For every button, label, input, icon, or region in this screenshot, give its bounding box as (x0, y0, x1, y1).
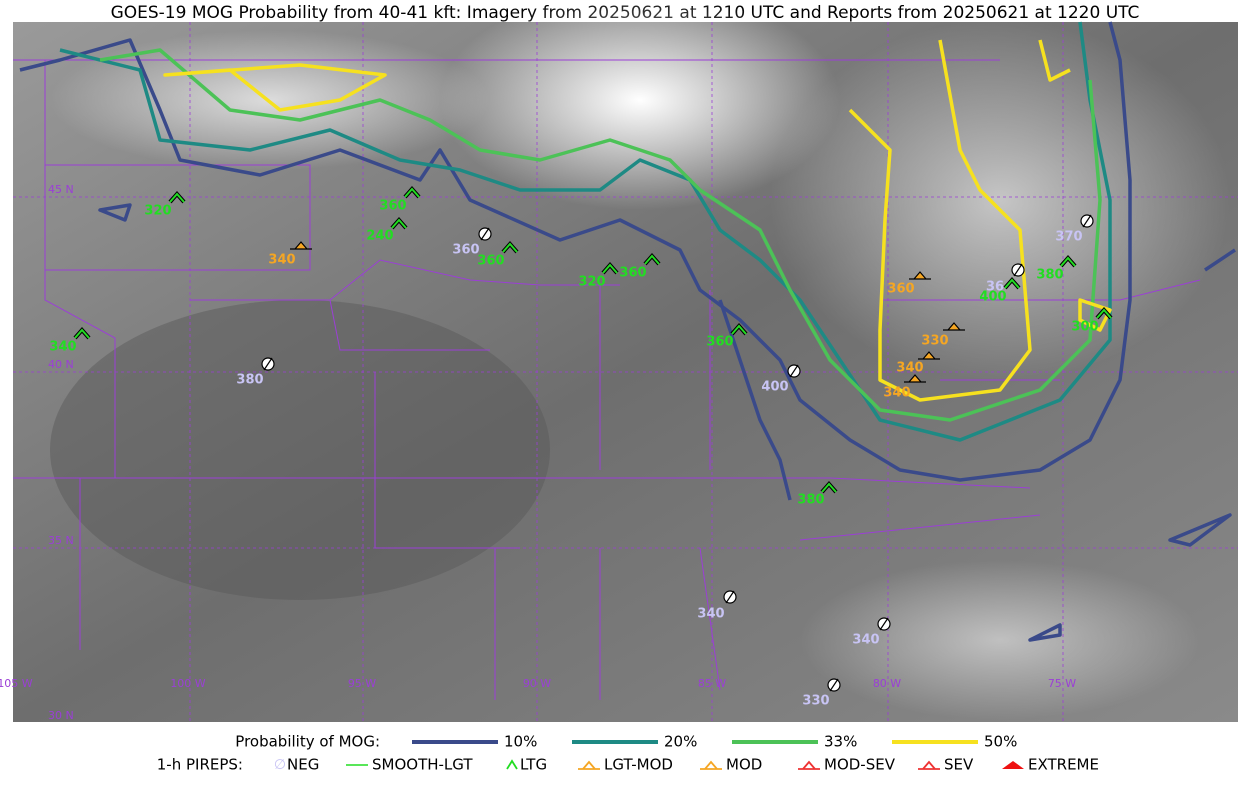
pirep-level: 340 (268, 253, 295, 268)
pirep-level: 380 (797, 493, 824, 508)
lat-label: 45 N (48, 183, 74, 196)
pirep-level: 380 (1036, 268, 1063, 283)
pirep-level: 360 (887, 282, 914, 297)
legend-label: SMOOTH-LGT (372, 756, 473, 774)
lon-label: 90 W (523, 677, 551, 690)
pirep-level: 340 (852, 633, 879, 648)
geo-labels: 45 N 40 N 35 N 30 N 105 W 100 W 95 W 90 W 85 W 80… (0, 183, 1076, 722)
lon-label: 85 W (698, 677, 726, 690)
pirep-symbol (391, 218, 407, 229)
pirep-level: 370 (1055, 230, 1082, 245)
cloud (440, 0, 840, 210)
pireps: 3203403602403603603203603403803604003603… (49, 185, 1113, 709)
lat-label: 35 N (48, 534, 74, 547)
lon-label: 105 W (0, 677, 33, 690)
pirep-symbol (909, 271, 931, 280)
lat-label: 30 N (48, 709, 74, 722)
legend-label: EXTREME (1028, 756, 1099, 774)
pirep-symbol (879, 617, 889, 631)
pirep-level: 330 (802, 694, 829, 709)
pirep-level: 400 (761, 380, 788, 395)
pirep-symbol (602, 263, 618, 274)
legend-label: LTG (520, 756, 547, 774)
legend-swatch (918, 760, 940, 770)
lon-label: 95 W (348, 677, 376, 690)
contour-10 (98, 203, 1236, 642)
pirep-symbol (918, 351, 940, 360)
pirep-symbol (731, 324, 747, 335)
pirep-symbol (1096, 308, 1112, 319)
pirep-symbol (502, 242, 518, 253)
contours (19, 21, 1236, 642)
pirep-level: 360 (452, 243, 479, 258)
map: 45 N 40 N 35 N 30 N 105 W 100 W 95 W 90 W 85 W 80… (0, 0, 1238, 722)
lon-label: 75 W (1048, 677, 1076, 690)
pirep-symbol (480, 227, 490, 241)
dry-area (50, 300, 550, 600)
pirep-level: 240 (366, 229, 393, 244)
contour-10 (19, 21, 1132, 482)
pirep-level: 360 (619, 266, 646, 281)
pirep-level: 340 (883, 386, 910, 401)
pirep-level: 360 (477, 254, 504, 269)
pirep-level: 330 (921, 334, 948, 349)
pirep-level: 340 (49, 340, 76, 355)
legend-swatch (700, 760, 722, 770)
pirep-level: 340 (697, 607, 724, 622)
legend-label: MOD (726, 756, 762, 774)
pirep-symbol (904, 374, 926, 383)
legend-label: 33% (824, 733, 857, 751)
legend-label: NEG (287, 756, 319, 774)
pirep-symbol (725, 590, 735, 604)
contour-33 (99, 48, 1102, 422)
contour-20 (59, 21, 1112, 442)
lat-label: 40 N (48, 358, 74, 371)
cloud (770, 20, 1230, 380)
legend-label: LGT-MOD (604, 756, 673, 774)
legend: Probability of MOG: 10% 20% 33% 50% 1-h PIREP… (157, 733, 1099, 774)
pirep-symbol (821, 482, 837, 493)
pirep-level: 36 (986, 280, 1004, 295)
legend-label: 50% (984, 733, 1017, 751)
legend-label: SEV (944, 756, 974, 774)
legend-swatch (1002, 761, 1024, 769)
pirep-symbol (404, 187, 420, 198)
pirep-symbol (1013, 263, 1023, 277)
pirep-symbol (644, 254, 660, 265)
legend-swatch (506, 759, 518, 770)
cloud (800, 560, 1200, 720)
pirep-level: 340 (896, 361, 923, 376)
pirep-symbol (1004, 278, 1020, 289)
pirep-symbol (829, 678, 839, 692)
pirep-level: 360 (379, 199, 406, 214)
pirep-symbol (169, 192, 185, 203)
pirep-symbol (263, 357, 273, 371)
lon-label: 80 W (873, 677, 901, 690)
legend-title: Probability of MOG: (235, 733, 380, 751)
pirep-symbol (789, 364, 799, 378)
pirep-symbol (290, 241, 312, 250)
pirep-level: 380 (236, 373, 263, 388)
legend-label: 20% (664, 733, 697, 751)
legend-label: 10% (504, 733, 537, 751)
contour-50 (163, 39, 1112, 402)
legend-swatch: ∅ (274, 757, 286, 773)
lon-label: 100 W (170, 677, 205, 690)
pirep-level: 320 (578, 275, 605, 290)
pirep-level: 360 (706, 335, 733, 350)
pirep-symbol (943, 322, 965, 331)
pirep-level: 320 (144, 204, 171, 219)
pirep-level: 300 (1071, 320, 1098, 335)
pirep-level: 400 (979, 290, 1006, 305)
pirep-symbol (1082, 214, 1092, 228)
legend-swatch (798, 760, 820, 770)
pirep-symbol (74, 328, 90, 339)
pirep-symbol (1060, 256, 1076, 267)
legend-swatch (578, 760, 600, 770)
legend-title: 1-h PIREPS: (157, 756, 243, 774)
graticule (13, 22, 1238, 722)
legend-label: MOD-SEV (824, 756, 896, 774)
